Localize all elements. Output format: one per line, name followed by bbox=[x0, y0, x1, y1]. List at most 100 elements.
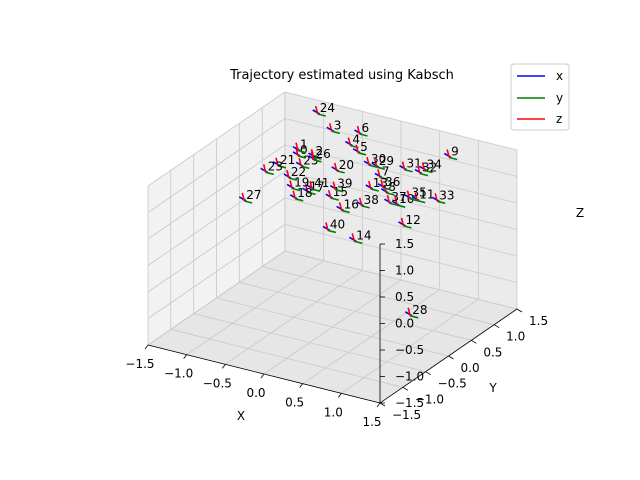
legend-y-label: y bbox=[556, 91, 563, 105]
pose-label: 22 bbox=[291, 165, 306, 179]
pose-z-axis bbox=[386, 195, 391, 204]
pose-x-axis bbox=[354, 129, 362, 135]
pose-x-axis bbox=[302, 187, 310, 194]
pose-y-axis bbox=[359, 133, 368, 137]
pose-y-axis bbox=[297, 149, 307, 154]
pose-y-axis bbox=[417, 199, 426, 204]
pose-x-axis bbox=[419, 165, 427, 172]
y-tick-label: 0.5 bbox=[483, 345, 502, 359]
y-tick-mark bbox=[471, 339, 477, 344]
pose-y-axis bbox=[382, 187, 392, 191]
pose-y-axis bbox=[331, 130, 340, 135]
pose-label: 36 bbox=[385, 175, 400, 189]
pose-frame: 40 bbox=[322, 217, 345, 234]
pose-z-axis bbox=[262, 164, 267, 173]
pose-z-axis bbox=[333, 162, 338, 172]
pose-label: 40 bbox=[330, 217, 345, 231]
pose-x-axis bbox=[411, 195, 420, 202]
z-tick-label: 1.5 bbox=[395, 237, 414, 251]
pose-x-axis bbox=[238, 196, 247, 202]
y-tick-mark bbox=[493, 324, 500, 329]
legend: x y z bbox=[510, 63, 570, 131]
pose-x-axis bbox=[365, 184, 374, 190]
pose-y-axis bbox=[409, 197, 418, 202]
pose-x-axis bbox=[283, 173, 292, 179]
pose-frame: 33 bbox=[431, 188, 455, 205]
pose-x-axis bbox=[348, 236, 357, 242]
pose-z-axis bbox=[434, 193, 439, 202]
pose-label: 3 bbox=[334, 118, 342, 132]
pose-x-axis bbox=[295, 161, 304, 167]
pose-z-axis bbox=[298, 158, 302, 167]
pose-z-axis bbox=[366, 156, 370, 166]
x-tick-mark bbox=[183, 354, 187, 359]
pose-label: 41 bbox=[314, 176, 329, 190]
pose-label: 30 bbox=[371, 152, 386, 166]
pose-y-axis bbox=[307, 191, 316, 196]
z-axis-label: Z bbox=[576, 206, 584, 220]
pose-y-axis bbox=[437, 200, 446, 205]
pose-frame: 16 bbox=[336, 197, 359, 214]
pose-z-axis bbox=[417, 165, 421, 174]
pose-x-axis bbox=[363, 160, 372, 166]
pose-frame: 0 bbox=[292, 143, 308, 159]
pose-frame: 37 bbox=[384, 190, 407, 207]
z-tick-label: −0.5 bbox=[395, 343, 424, 357]
pose-y-axis bbox=[313, 156, 322, 160]
pose-x-axis bbox=[322, 225, 331, 232]
pose-z-axis bbox=[332, 181, 337, 190]
pose-y-axis bbox=[288, 177, 298, 181]
pose-frame: 29 bbox=[371, 154, 394, 170]
pose-frame: 19 bbox=[286, 175, 309, 192]
y-tick-label: 1.5 bbox=[529, 314, 548, 328]
pose-y-axis bbox=[404, 168, 413, 173]
pose-y-axis bbox=[368, 164, 378, 168]
pose-x-axis bbox=[352, 148, 361, 154]
pose-label: 19 bbox=[294, 175, 309, 189]
pose-label: 18 bbox=[297, 186, 312, 200]
pose-x-axis bbox=[384, 198, 392, 204]
pose-frame: 34 bbox=[419, 157, 442, 174]
y-tick-mark bbox=[448, 355, 454, 360]
pose-x-axis bbox=[356, 201, 365, 207]
pose-frame: 30 bbox=[363, 152, 386, 168]
x-tick-label: 1.5 bbox=[362, 415, 381, 429]
pose-z-axis bbox=[304, 184, 309, 193]
pose-z-axis bbox=[289, 180, 293, 189]
grid-line bbox=[147, 91, 286, 187]
y-tick-label: −1.0 bbox=[415, 392, 444, 406]
pose-y-axis bbox=[424, 169, 433, 174]
pose-label: 24 bbox=[320, 101, 335, 115]
tick-labels: −1.5−1.5−1.5−1.0−1.0−1.0−0.5 −0.5−0.50.00… bbox=[125, 237, 548, 429]
legend-box bbox=[510, 63, 570, 131]
x-tick-label: −0.5 bbox=[203, 376, 232, 390]
pose-frame: 14 bbox=[348, 228, 372, 245]
pose-y-axis bbox=[335, 188, 344, 193]
pose-y-axis bbox=[357, 152, 367, 156]
pose-frame: 27 bbox=[238, 188, 262, 204]
pose-label: 8 bbox=[388, 180, 396, 194]
pose-frame: 21 bbox=[272, 153, 295, 169]
pose-frame: 28 bbox=[404, 303, 427, 319]
pose-x-axis bbox=[306, 184, 315, 190]
pose-y-axis bbox=[330, 197, 339, 201]
x-tick-mark bbox=[338, 393, 342, 398]
pose-x-axis bbox=[308, 155, 316, 161]
pose-label: 12 bbox=[406, 213, 421, 227]
pose-z-axis bbox=[356, 125, 361, 135]
pose-label: 7 bbox=[382, 164, 390, 178]
pose-label: 28 bbox=[412, 303, 427, 317]
z-tick-label: −1.5 bbox=[395, 396, 424, 410]
pose-y-axis bbox=[313, 159, 322, 163]
pose-z-axis bbox=[406, 190, 411, 199]
x-tick-mark bbox=[144, 344, 149, 350]
pose-z-axis bbox=[309, 181, 313, 190]
pose-frame: 5 bbox=[352, 140, 368, 156]
pose-z-axis bbox=[241, 192, 246, 202]
pose-label: 5 bbox=[360, 140, 368, 154]
y-axis-label: Y bbox=[488, 381, 497, 395]
y-tick-mark bbox=[379, 402, 386, 407]
pose-z-axis bbox=[414, 192, 418, 201]
